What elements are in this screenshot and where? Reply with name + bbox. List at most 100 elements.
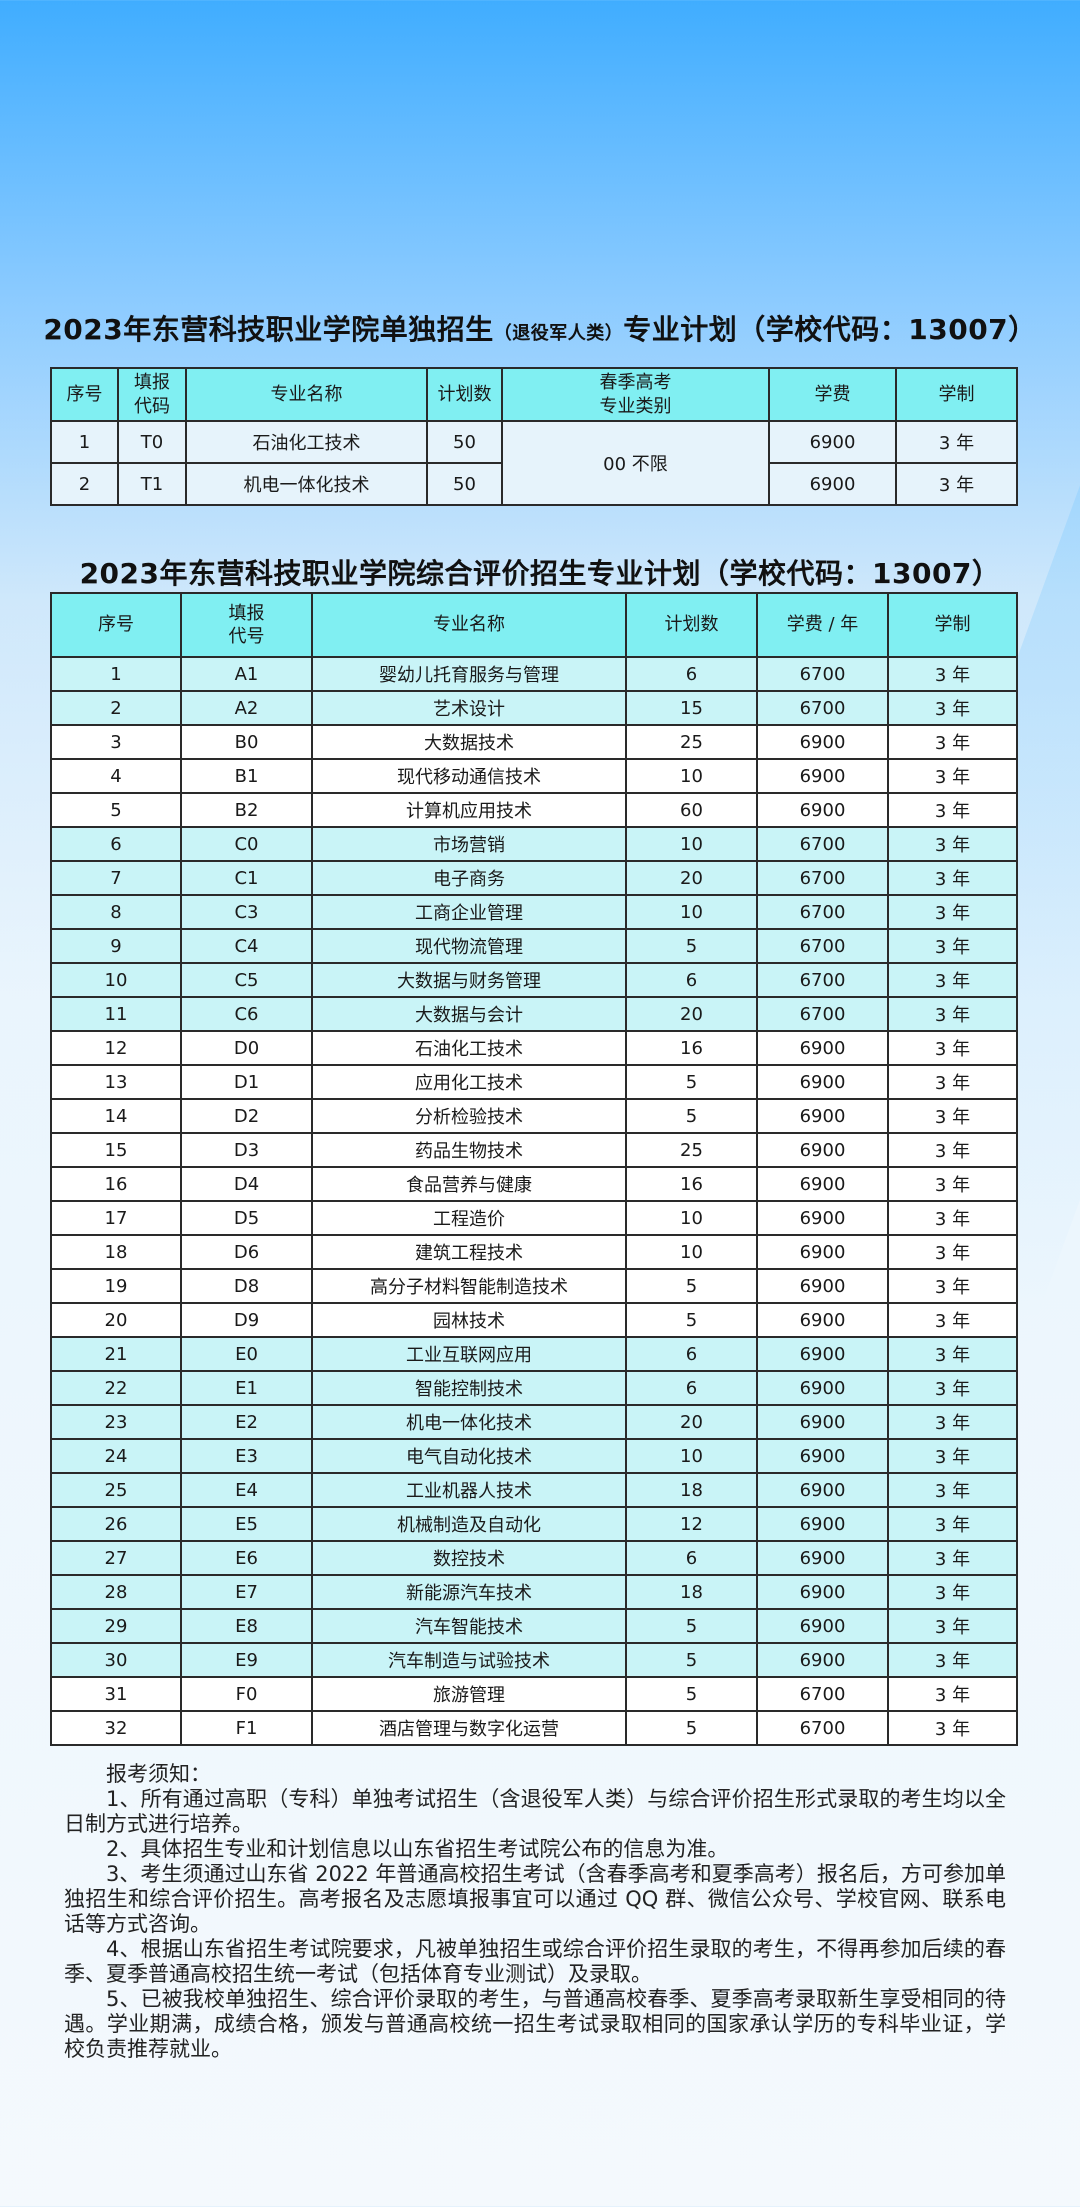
table-cell: 3 年 xyxy=(887,1540,1018,1576)
table-cell: 艺术设计 xyxy=(311,690,627,726)
table-cell: E7 xyxy=(180,1574,313,1610)
table-cell: 6700 xyxy=(756,656,889,692)
table-row: 8 C3 工商企业管理 10 6700 3 年 xyxy=(50,894,1018,930)
table-cell: 3 年 xyxy=(887,826,1018,862)
table-cell: 50 xyxy=(426,420,503,464)
table-row: 29 E8 汽车智能技术 5 6900 3 年 xyxy=(50,1608,1018,1644)
table-row: 32 F1 酒店管理与数字化运营 5 6700 3 年 xyxy=(50,1710,1018,1746)
table-row: 3 B0 大数据技术 25 6900 3 年 xyxy=(50,724,1018,760)
table-cell: 15 xyxy=(50,1132,182,1168)
table-cell: 3 年 xyxy=(887,1098,1018,1134)
table-cell: D2 xyxy=(180,1098,313,1134)
table-cell: 10 xyxy=(50,962,182,998)
table-cell: E3 xyxy=(180,1438,313,1474)
table-cell: E8 xyxy=(180,1608,313,1644)
table-cell: 3 年 xyxy=(887,1676,1018,1712)
table-row: 14 D2 分析检验技术 5 6900 3 年 xyxy=(50,1098,1018,1134)
table-cell: 3 年 xyxy=(887,1064,1018,1100)
table-row: 6 C0 市场营销 10 6700 3 年 xyxy=(50,826,1018,862)
table-cell: 食品营养与健康 xyxy=(311,1166,627,1202)
table-cell: C3 xyxy=(180,894,313,930)
column-header: 计划数 xyxy=(426,367,503,422)
table-row: 11 C6 大数据与会计 20 6700 3 年 xyxy=(50,996,1018,1032)
table-cell: 8 xyxy=(50,894,182,930)
table-cell: D5 xyxy=(180,1200,313,1236)
table-cell: 3 xyxy=(50,724,182,760)
table-cell: 6700 xyxy=(756,1710,889,1746)
table-cell: 分析检验技术 xyxy=(311,1098,627,1134)
table-cell: 石油化工技术 xyxy=(185,420,428,464)
table-cell: 6900 xyxy=(756,1132,889,1168)
table-cell: 6 xyxy=(625,656,758,692)
table-cell: 6900 xyxy=(756,1642,889,1678)
table-cell: 旅游管理 xyxy=(311,1676,627,1712)
table-cell: C5 xyxy=(180,962,313,998)
table-cell: 婴幼儿托育服务与管理 xyxy=(311,656,627,692)
table-cell: 机械制造及自动化 xyxy=(311,1506,627,1542)
table-cell: 3 年 xyxy=(887,1574,1018,1610)
table-cell: 3 年 xyxy=(887,1506,1018,1542)
table-cell: 30 xyxy=(50,1642,182,1678)
table-cell: 数控技术 xyxy=(311,1540,627,1576)
table-cell: 27 xyxy=(50,1540,182,1576)
table-cell: C4 xyxy=(180,928,313,964)
table-cell: 6 xyxy=(625,1370,758,1406)
table-cell: 工商企业管理 xyxy=(311,894,627,930)
table-cell: 汽车制造与试验技术 xyxy=(311,1642,627,1678)
table-cell: 3 年 xyxy=(887,1030,1018,1066)
table-cell: 6900 xyxy=(756,1200,889,1236)
table-cell: 园林技术 xyxy=(311,1302,627,1338)
table-row: 21 E0 工业互联网应用 6 6900 3 年 xyxy=(50,1336,1018,1372)
table-cell: 10 xyxy=(625,758,758,794)
note-item: 2、具体招生专业和计划信息以山东省招生考试院公布的信息为准。 xyxy=(106,1837,729,1861)
table-cell: 3 年 xyxy=(887,894,1018,930)
note-item: 5、已被我校单独招生、综合评价录取的考生，与普通高校春季、夏季高考录取新生享受相… xyxy=(64,1987,1006,2061)
table-row: 1 A1 婴幼儿托育服务与管理 6 6700 3 年 xyxy=(50,656,1018,692)
table-cell: 10 xyxy=(625,1234,758,1270)
title-tail: 专业计划（学校代码：13007） xyxy=(623,313,1037,346)
table-cell: 6700 xyxy=(756,962,889,998)
table-cell: 7 xyxy=(50,860,182,896)
table-row: 2 A2 艺术设计 15 6700 3 年 xyxy=(50,690,1018,726)
table-cell: 20 xyxy=(625,996,758,1032)
table-cell: 现代移动通信技术 xyxy=(311,758,627,794)
table-cell: 高分子材料智能制造技术 xyxy=(311,1268,627,1304)
table-cell: E4 xyxy=(180,1472,313,1508)
column-header: 专业名称 xyxy=(185,367,428,422)
table-cell: 2 xyxy=(50,690,182,726)
table-row: 23 E2 机电一体化技术 20 6900 3 年 xyxy=(50,1404,1018,1440)
table-cell: 3 年 xyxy=(887,962,1018,998)
table-cell: 25 xyxy=(50,1472,182,1508)
table-row: 13 D1 应用化工技术 5 6900 3 年 xyxy=(50,1064,1018,1100)
table-cell: 工程造价 xyxy=(311,1200,627,1236)
table-cell: 6900 xyxy=(756,1574,889,1610)
table-cell: 20 xyxy=(625,860,758,896)
table-row: 20 D9 园林技术 5 6900 3 年 xyxy=(50,1302,1018,1338)
table-cell: 16 xyxy=(625,1166,758,1202)
table-cell: 28 xyxy=(50,1574,182,1610)
table-cell: 6700 xyxy=(756,826,889,862)
table-row: 9 C4 现代物流管理 5 6700 3 年 xyxy=(50,928,1018,964)
table-cell: 电气自动化技术 xyxy=(311,1438,627,1474)
table-cell: 3 年 xyxy=(895,420,1018,464)
table-cell: 3 年 xyxy=(887,860,1018,896)
table-cell: 3 年 xyxy=(887,996,1018,1032)
table-cell: 11 xyxy=(50,996,182,1032)
table-row: 19 D8 高分子材料智能制造技术 5 6900 3 年 xyxy=(50,1268,1018,1304)
table-cell: 26 xyxy=(50,1506,182,1542)
table-row: 12 D0 石油化工技术 16 6900 3 年 xyxy=(50,1030,1018,1066)
table-cell: E2 xyxy=(180,1404,313,1440)
table-cell: 14 xyxy=(50,1098,182,1134)
column-header: 专业名称 xyxy=(311,592,627,658)
table-cell: B1 xyxy=(180,758,313,794)
table-cell: 石油化工技术 xyxy=(311,1030,627,1066)
table-cell: 新能源汽车技术 xyxy=(311,1574,627,1610)
table-cell: 22 xyxy=(50,1370,182,1406)
table-cell: 3 年 xyxy=(887,1710,1018,1746)
column-header: 序号 xyxy=(50,367,119,422)
table-cell: 6 xyxy=(625,1336,758,1372)
table-cell: 6700 xyxy=(756,1676,889,1712)
table-cell: 4 xyxy=(50,758,182,794)
table-cell: 3 年 xyxy=(887,690,1018,726)
table-cell: 3 年 xyxy=(887,928,1018,964)
